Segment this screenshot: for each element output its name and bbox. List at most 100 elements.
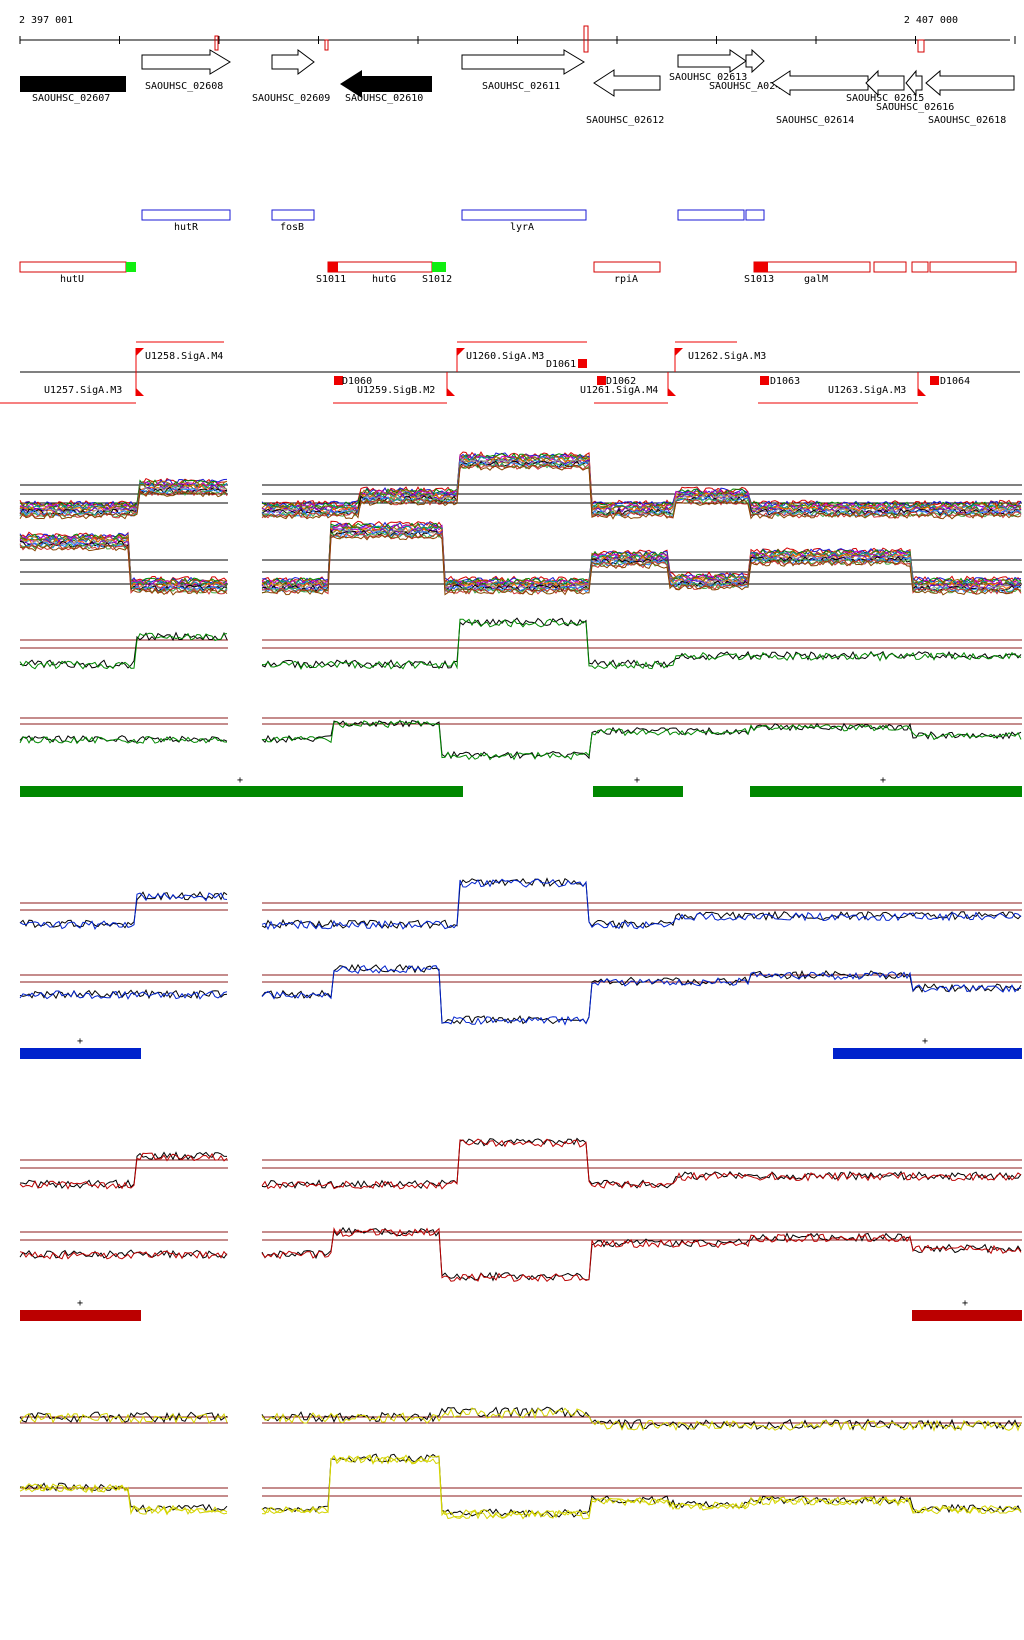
signal-S1013: S1013 — [744, 274, 774, 285]
promoter-U1261[interactable]: U1261.SigA.M4 — [580, 385, 658, 396]
yellow-condition-top — [19, 1406, 1022, 1432]
promoter-U1260[interactable]: U1260.SigA.M3 — [466, 351, 544, 362]
profile-line — [19, 892, 228, 931]
promoter-U1259[interactable]: U1259.SigB.M2 — [357, 385, 435, 396]
profile-line — [261, 1407, 1022, 1432]
gene-02616[interactable]: SAOUHSC_02616 — [876, 69, 954, 113]
annotation-label: hutR — [174, 222, 199, 233]
profile-line — [261, 617, 1022, 669]
blue-condition-bottom — [19, 963, 1022, 1026]
gene-label: SAOUHSC_02609 — [252, 93, 330, 104]
profile-line — [19, 1412, 228, 1424]
coordinate-end: 2 407 000 — [904, 15, 958, 26]
gene-02608[interactable]: SAOUHSC_02608 — [141, 49, 231, 92]
terminator-D1063[interactable]: D1063 — [770, 376, 800, 387]
annotation-fosB[interactable]: fosB — [271, 209, 315, 233]
terminator-D1061[interactable]: D1061 — [546, 359, 576, 370]
promoter-flag — [668, 388, 676, 396]
terminator-D1062[interactable]: D1062 — [606, 376, 636, 387]
green-plus-mark: + — [634, 775, 640, 786]
profile-line — [261, 1454, 1022, 1519]
promoter-flag — [457, 348, 465, 356]
annotation-track: hutR fosB lyrA — [141, 209, 765, 233]
gene-02614[interactable]: SAOUHSC_02614 — [771, 70, 869, 126]
promoter-U1257[interactable]: U1257.SigA.M3 — [44, 385, 122, 396]
coordinate-ruler: 2 397 001 2 407 000 — [19, 15, 1016, 53]
green-segment-bar[interactable] — [750, 786, 1022, 797]
transcript-hutG[interactable]: hutG — [327, 261, 446, 285]
promoter-U1262[interactable]: U1262.SigA.M3 — [688, 351, 766, 362]
transcript-rpiA[interactable]: rpiA — [593, 261, 661, 285]
gene-02609[interactable]: SAOUHSC_02609 — [252, 49, 330, 104]
promoter-flag — [447, 388, 455, 396]
profile-line — [261, 520, 1022, 583]
transcript-box[interactable] — [929, 261, 1017, 273]
profile-line — [261, 720, 1022, 761]
green-condition-bottom — [19, 717, 1022, 761]
red-condition-bottom — [19, 1226, 1022, 1283]
profile-line — [19, 632, 228, 670]
promoter-U1258[interactable]: U1258.SigA.M4 — [145, 351, 223, 362]
transcript-label: hutU — [60, 274, 84, 285]
profile-line — [261, 1138, 1022, 1190]
green-segment-bar[interactable] — [593, 786, 683, 797]
profile-line — [261, 532, 1022, 595]
multi-profile-top — [19, 451, 1022, 520]
red-segment-bar[interactable] — [20, 1310, 141, 1321]
gene-label: SAOUHSC_02614 — [776, 115, 854, 126]
red-condition-top — [19, 1137, 1022, 1190]
blue-plus-mark: + — [922, 1036, 928, 1047]
profile-line — [261, 877, 1022, 930]
annotation-box[interactable] — [745, 209, 765, 221]
annotation-box[interactable] — [677, 209, 745, 221]
red-segment-bar[interactable] — [912, 1310, 1022, 1321]
transcript-label: rpiA — [614, 274, 638, 285]
terminator-mark — [597, 376, 606, 385]
profile-line — [19, 479, 228, 509]
profile-line — [19, 481, 228, 511]
transcript-hutU[interactable]: hutU — [19, 261, 136, 285]
annotation-hutR[interactable]: hutR — [141, 209, 231, 233]
profile-line — [261, 618, 1022, 670]
gene-02610[interactable]: SAOUHSC_02610 — [340, 70, 432, 104]
gene-02618[interactable]: SAOUHSC_02618 — [925, 69, 1015, 126]
promoter-U1263[interactable]: U1263.SigA.M3 — [828, 385, 906, 396]
green-condition-top — [19, 617, 1022, 670]
gene-02615[interactable]: SAOUHSC_02615 — [846, 69, 924, 104]
transcript-box[interactable] — [873, 261, 907, 273]
profile-line — [261, 523, 1022, 586]
promoter-flag — [675, 348, 683, 356]
profile-line — [261, 964, 1022, 1026]
gene-02611[interactable]: SAOUHSC_02611 — [461, 49, 585, 92]
gene-track: SAOUHSC_02607 SAOUHSC_02608 SAOUHSC_0260… — [20, 48, 1015, 126]
profile-line — [261, 528, 1022, 592]
green-plus-mark: + — [237, 775, 243, 786]
gene-02612[interactable]: SAOUHSC_02612 — [586, 69, 664, 126]
annotation-lyrA[interactable]: lyrA — [461, 209, 587, 233]
profile-line — [261, 1453, 1022, 1518]
profile-line — [261, 1455, 1022, 1520]
red-plus-mark: + — [77, 1298, 83, 1309]
profile-line — [261, 456, 1022, 513]
transcript-label: galM — [804, 274, 828, 285]
annotation-label: lyrA — [510, 222, 534, 233]
green-segment-bar[interactable] — [20, 786, 463, 797]
terminator-D1064[interactable]: D1064 — [940, 376, 970, 387]
expression-profiles — [19, 451, 1022, 1520]
promoter-track: U1258.SigA.M4 U1257.SigA.M3 U1259.SigB.M… — [0, 341, 1020, 404]
blue-segment-bar[interactable] — [20, 1048, 141, 1059]
transcript-track: hutU hutG S1011 S1012 rpiA galM S1013 — [19, 261, 1017, 285]
terminator-D1060[interactable]: D1060 — [342, 376, 372, 387]
gene-02607[interactable]: SAOUHSC_02607 — [20, 76, 126, 104]
gene-label: SAOUHSC_02611 — [482, 81, 560, 92]
profile-line — [19, 1411, 228, 1424]
profile-line — [20, 483, 228, 513]
transcript-galM[interactable]: galM — [753, 261, 871, 285]
transcript-box[interactable] — [911, 261, 929, 273]
blue-segment-bar[interactable] — [833, 1048, 1022, 1059]
gene-02613[interactable]: SAOUHSC_02613 — [669, 49, 747, 83]
gene-A02483[interactable]: SAOUHSC_A02483 — [709, 48, 793, 92]
profile-line — [19, 735, 228, 745]
signal-S1011: S1011 — [316, 274, 346, 285]
